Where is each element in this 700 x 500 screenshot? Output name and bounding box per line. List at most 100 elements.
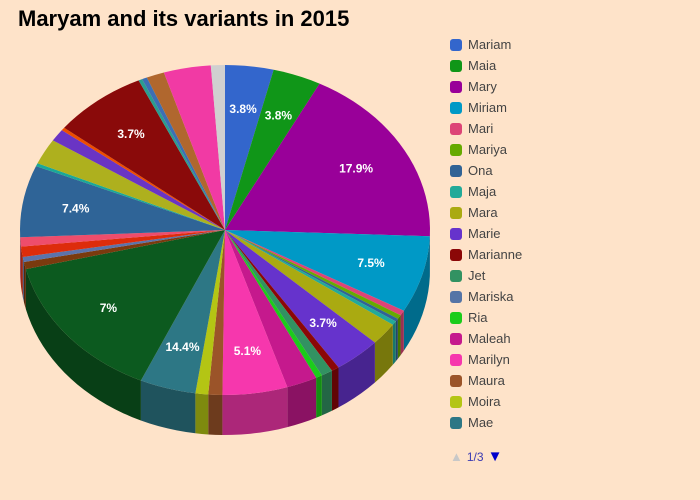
pie-side-10 — [331, 367, 339, 411]
pie-slice-maja[interactable] — [225, 230, 396, 325]
legend-item-jet[interactable]: Jet — [450, 265, 522, 286]
legend-item-miriam[interactable]: Miriam — [450, 97, 522, 118]
legend-swatch — [450, 101, 462, 114]
pie-side-19 — [23, 262, 26, 310]
pie-slice-30[interactable] — [142, 77, 225, 231]
pie-side-9 — [338, 342, 375, 408]
legend-item-moira[interactable]: Moira — [450, 391, 522, 412]
legend-item-mary[interactable]: Mary — [450, 76, 522, 97]
data-label: 3.8% — [265, 109, 293, 123]
pie-slice-maleah[interactable] — [225, 230, 317, 388]
legend-swatch — [450, 59, 462, 72]
pie-slice-22[interactable] — [20, 230, 226, 247]
legend-label: Moira — [468, 394, 501, 409]
pie-slice-mari[interactable] — [225, 230, 404, 316]
pie-side-17 — [140, 380, 196, 434]
pie-slice-24[interactable] — [35, 163, 226, 230]
pie-side-8 — [374, 324, 393, 383]
legend-label: Marilyn — [468, 352, 510, 367]
legend-label: Mae — [468, 415, 494, 430]
pie-side-4 — [400, 310, 404, 356]
pie-slice-ria[interactable] — [225, 230, 322, 378]
pie-side-14 — [222, 387, 288, 435]
legend-swatch — [450, 416, 462, 429]
legend-item-mariska[interactable]: Mariska — [450, 286, 522, 307]
data-label: 14.4% — [165, 340, 199, 354]
pie-side-22 — [20, 237, 22, 287]
legend-label: Jet — [468, 268, 486, 283]
pie-slice-23[interactable] — [20, 166, 225, 238]
legend-label: Mary — [468, 79, 497, 94]
pie-side-16 — [195, 393, 209, 435]
pie-slice-mary[interactable] — [225, 83, 430, 237]
pie-slice-mariam[interactable] — [225, 65, 274, 230]
legend-swatch — [450, 143, 462, 156]
legend-label: Maura — [468, 373, 505, 388]
legend-swatch — [450, 395, 462, 408]
data-label: 7.5% — [357, 256, 385, 270]
legend-swatch — [450, 269, 462, 282]
pie-slice-27[interactable] — [61, 127, 225, 230]
triangle-up-icon[interactable]: ▲ — [450, 449, 463, 464]
legend-label: Mariska — [468, 289, 514, 304]
legend-swatch — [450, 227, 462, 240]
pie-slice-marie[interactable] — [225, 230, 375, 368]
pie-slice-maura[interactable] — [208, 230, 225, 395]
legend-label: Mara — [468, 205, 498, 220]
pie-side-12 — [316, 375, 322, 418]
pie-slice-maia[interactable] — [225, 69, 320, 230]
pie-slice-marianne[interactable] — [225, 230, 339, 371]
legend-swatch — [450, 122, 462, 135]
legend-label: Maja — [468, 184, 497, 199]
data-label: 7.4% — [62, 202, 90, 216]
legend-item-maja[interactable]: Maja — [450, 181, 522, 202]
legend-item-mariya[interactable]: Mariya — [450, 139, 522, 160]
pie-slice-33[interactable] — [210, 65, 225, 230]
pie-slice-jet[interactable] — [225, 230, 332, 376]
legend-item-marianne[interactable]: Marianne — [450, 244, 522, 265]
legend-label: Marianne — [468, 247, 523, 262]
legend-swatch — [450, 164, 462, 177]
legend-item-marie[interactable]: Marie — [450, 223, 522, 244]
legend-label: Ona — [468, 163, 493, 178]
legend-item-mae[interactable]: Mae — [450, 412, 522, 433]
pie-slice-21[interactable] — [21, 230, 225, 257]
pie-slice-mae[interactable] — [140, 230, 225, 394]
pie-side-6 — [395, 318, 398, 362]
legend-item-ria[interactable]: Ria — [450, 307, 522, 328]
legend-item-mariam[interactable]: Mariam — [450, 34, 522, 55]
legend-pager: ▲ 1/3 ▼ — [450, 448, 502, 465]
legend-swatch — [450, 206, 462, 219]
pie-slice-moira[interactable] — [195, 230, 225, 395]
legend-item-marilyn[interactable]: Marilyn — [450, 349, 522, 370]
pie-slice-miriam[interactable] — [225, 230, 430, 311]
data-label: 5.1% — [234, 344, 262, 358]
legend-label: Mariam — [468, 37, 512, 52]
legend-label: Miriam — [468, 100, 507, 115]
legend-item-maleah[interactable]: Maleah — [450, 328, 522, 349]
pie-slice-19[interactable] — [23, 230, 225, 270]
legend-swatch — [450, 38, 462, 51]
pie-slice-20[interactable] — [22, 230, 225, 263]
pie-slice-31[interactable] — [146, 72, 225, 230]
legend-item-ona[interactable]: Ona — [450, 160, 522, 181]
legend-item-mari[interactable]: Mari — [450, 118, 522, 139]
pie-slice-29[interactable] — [138, 79, 225, 230]
pie-slice-mariya[interactable] — [225, 230, 401, 319]
legend-swatch — [450, 248, 462, 261]
pie-side-3 — [403, 236, 430, 351]
pie-slice-28[interactable] — [64, 80, 226, 230]
pie-slice-32[interactable] — [163, 65, 225, 231]
pie-slice-26[interactable] — [52, 130, 225, 230]
pie-slice-ona[interactable] — [225, 230, 398, 322]
pie-side-walls — [20, 230, 430, 435]
pie-slice-marilyn[interactable] — [222, 230, 288, 395]
legend-item-maura[interactable]: Maura — [450, 370, 522, 391]
pie-slice-18[interactable] — [25, 230, 225, 381]
legend-item-maia[interactable]: Maia — [450, 55, 522, 76]
legend-item-mara[interactable]: Mara — [450, 202, 522, 223]
pie-slice-25[interactable] — [37, 140, 226, 230]
triangle-down-icon[interactable]: ▼ — [487, 448, 503, 465]
pie-slice-mara[interactable] — [225, 230, 393, 343]
legend-swatch — [450, 332, 462, 345]
